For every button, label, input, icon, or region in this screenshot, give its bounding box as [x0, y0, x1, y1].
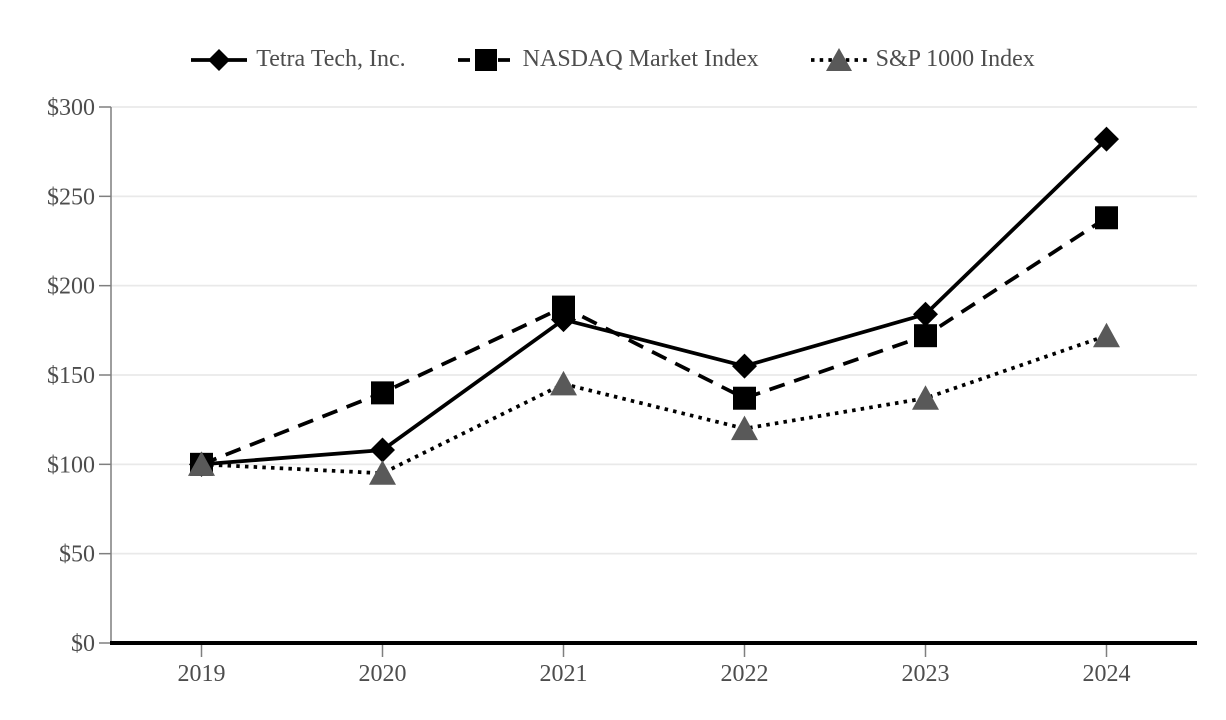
data-point-diamond-tetra-tech-inc	[732, 353, 757, 379]
legend-item-sp1000: S&P 1000 Index	[810, 46, 1035, 73]
x-axis-label: 2023	[902, 661, 950, 687]
y-axis-label: $150	[47, 363, 95, 389]
data-point-square-nasdaq-market-index	[914, 324, 937, 348]
diamond-solid-line-marker-icon	[191, 48, 248, 71]
data-point-triangle-s-p-1000-index	[550, 370, 577, 396]
series-line-s-p-1000-index	[201, 333, 1108, 476]
data-point-square-nasdaq-market-index	[1095, 206, 1118, 230]
data-point-triangle-s-p-1000-index	[1093, 322, 1120, 348]
y-axis-label: $300	[47, 95, 95, 121]
data-point-triangle-s-p-1000-index	[912, 385, 939, 410]
x-axis-label: 2019	[178, 661, 226, 687]
data-point-diamond-tetra-tech-inc	[913, 301, 938, 327]
data-point-triangle-s-p-1000-index	[369, 460, 396, 485]
triangle-dotted-line-marker-icon	[810, 47, 867, 71]
x-axis-label: 2021	[540, 661, 588, 687]
y-axis-label: $250	[47, 184, 95, 210]
series-line-tetra-tech-inc	[201, 137, 1108, 467]
data-point-square-nasdaq-market-index	[733, 386, 756, 410]
square-dashed-line-marker-icon	[457, 48, 514, 71]
x-axis-label: 2024	[1083, 661, 1131, 687]
legend-label-sp1000: S&P 1000 Index	[875, 46, 1035, 72]
x-axis-label: 2020	[359, 661, 407, 687]
data-point-square-nasdaq-market-index	[552, 295, 575, 319]
data-point-triangle-s-p-1000-index	[731, 415, 758, 441]
data-point-triangle-s-p-1000-index	[188, 451, 215, 476]
x-axis-label: 2022	[721, 661, 769, 687]
y-axis-label: $50	[59, 542, 95, 568]
y-axis-label: $200	[47, 274, 95, 300]
legend-label-tetra-tech: Tetra Tech, Inc.	[256, 46, 406, 72]
series-line-nasdaq-market-index	[200, 216, 1108, 467]
legend-item-tetra-tech: Tetra Tech, Inc.	[191, 46, 406, 73]
y-axis-label: $0	[71, 631, 95, 657]
legend: Tetra Tech, Inc. NASDAQ Market Index S&P…	[0, 46, 1226, 73]
legend-label-nasdaq: NASDAQ Market Index	[522, 46, 759, 72]
legend-item-nasdaq: NASDAQ Market Index	[457, 46, 759, 73]
data-point-square-nasdaq-market-index	[371, 381, 394, 405]
data-point-diamond-tetra-tech-inc	[1094, 126, 1119, 152]
y-axis-label: $100	[47, 452, 95, 478]
data-point-diamond-tetra-tech-inc	[370, 437, 395, 463]
